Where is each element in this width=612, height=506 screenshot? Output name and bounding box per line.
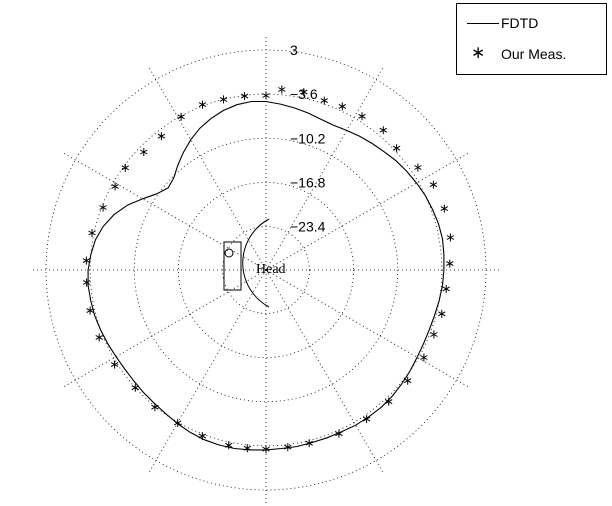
- measurement-point-12: [262, 91, 270, 100]
- measurement-point-6: [379, 126, 388, 135]
- measurement-point-1: [446, 233, 455, 242]
- measurement-point-5: [392, 144, 401, 153]
- legend-label-fdtd: FDTD: [501, 15, 539, 31]
- legend-item-measurement: ∗ Our Meas.: [457, 43, 567, 64]
- radial-tick-label-3: −16.8: [290, 174, 326, 190]
- measurement-point-21: [99, 203, 107, 212]
- grid-spoke-30: [265, 152, 470, 271]
- grid-ring-2: [133, 137, 399, 403]
- head-label: Head: [256, 262, 286, 277]
- measurement-point-10: [300, 88, 308, 97]
- measurement-point-32: [224, 441, 233, 450]
- measurement-point-28: [131, 383, 140, 392]
- measurement-point-0: [446, 259, 454, 268]
- measurement-point-3: [429, 180, 438, 189]
- measurement-point-44: [442, 284, 450, 293]
- legend-label-measurement: Our Meas.: [501, 46, 567, 62]
- measurement-point-20: [111, 182, 119, 191]
- radial-tick-label-4: −23.4: [290, 219, 326, 235]
- grid-spoke-330: [265, 269, 470, 388]
- measurement-point-14: [219, 95, 228, 104]
- legend: FDTD ∗ Our Meas.: [456, 3, 607, 75]
- measurement-point-4: [414, 163, 422, 172]
- handset-antenna-circle: [224, 248, 234, 258]
- measurement-point-23: [82, 256, 91, 265]
- legend-item-fdtd: FDTD: [457, 13, 538, 33]
- measurement-point-37: [335, 429, 343, 438]
- measurement-point-41: [420, 353, 428, 362]
- measurement-point-33: [243, 444, 252, 453]
- measurement-point-22: [88, 229, 96, 237]
- measurement-point-34: [262, 445, 270, 454]
- measurement-point-25: [86, 306, 94, 315]
- head-diagram: Head: [223, 218, 286, 308]
- measurement-point-30: [173, 418, 182, 427]
- measurement-point-18: [140, 148, 148, 156]
- measurement-point-16: [177, 112, 185, 121]
- measurement-point-38: [362, 415, 371, 424]
- legend-asterisk-sample: ∗: [471, 43, 486, 63]
- grid-spoke-210: [62, 269, 267, 388]
- measurement-point-2: [440, 204, 449, 213]
- measurement-point-11: [278, 85, 286, 94]
- measurement-point-13: [240, 92, 249, 101]
- series-line-fdtd: [87, 100, 445, 451]
- measurement-point-42: [430, 330, 438, 339]
- measurement-point-26: [95, 333, 103, 342]
- grid-spoke-300: [265, 269, 384, 474]
- measurement-point-17: [157, 132, 166, 141]
- measurement-point-36: [305, 439, 313, 448]
- radial-tick-label-0: 3: [290, 42, 298, 58]
- measurement-point-19: [121, 163, 130, 172]
- handset-rect: [223, 241, 242, 291]
- measurement-point-39: [384, 397, 393, 406]
- measurement-point-35: [284, 443, 292, 452]
- measurement-point-29: [151, 403, 159, 412]
- grid-ring-4: [222, 226, 310, 314]
- measurement-point-43: [438, 309, 446, 318]
- grid-ring-3: [178, 182, 354, 358]
- grid-spoke-150: [62, 152, 267, 271]
- measurement-point-8: [338, 102, 347, 111]
- radial-tick-labels: 3−3.6−10.2−16.8−23.4: [290, 42, 326, 235]
- measurement-point-40: [403, 376, 412, 385]
- grid-spoke-240: [148, 269, 267, 474]
- head-arc: [242, 218, 270, 308]
- measurement-point-15: [198, 100, 207, 109]
- series-layer: [82, 85, 455, 454]
- legend-line-sample: [457, 13, 501, 33]
- measurement-point-24: [82, 278, 91, 287]
- radial-tick-label-2: −10.2: [290, 130, 326, 146]
- measurement-point-27: [110, 360, 119, 369]
- measurement-point-9: [320, 96, 329, 105]
- measurement-point-31: [198, 432, 207, 441]
- measurement-point-7: [358, 112, 366, 121]
